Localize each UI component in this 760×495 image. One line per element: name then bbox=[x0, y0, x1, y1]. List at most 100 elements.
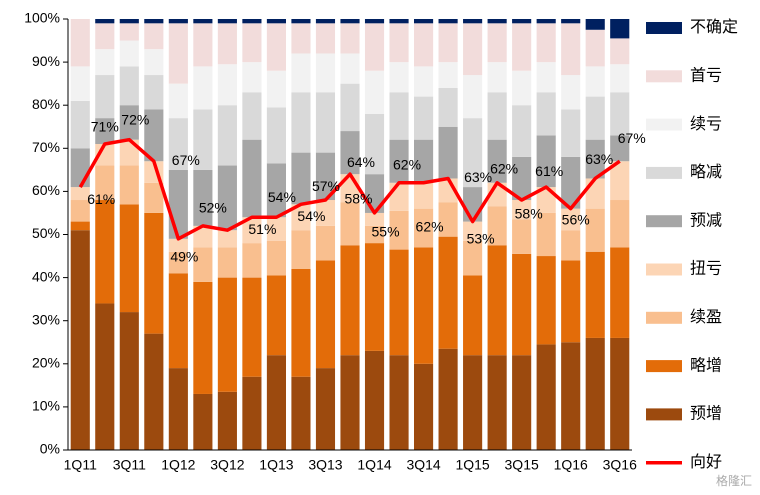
x-tick-label: 1Q15 bbox=[455, 457, 489, 473]
bar-segment bbox=[266, 23, 286, 71]
legend-swatch bbox=[646, 360, 682, 373]
bar-segment bbox=[242, 277, 262, 377]
bar-segment bbox=[536, 23, 556, 63]
bar-segment bbox=[168, 83, 188, 119]
bar-segment bbox=[487, 355, 507, 450]
bar-segment bbox=[144, 75, 164, 110]
bar-segment bbox=[95, 19, 115, 24]
bar-segment bbox=[242, 23, 262, 63]
y-tick-label: 30% bbox=[32, 311, 60, 327]
bar-segment bbox=[585, 208, 605, 252]
bar-segment bbox=[291, 23, 311, 54]
bar-segment bbox=[95, 165, 115, 201]
bar-segment bbox=[536, 212, 556, 257]
bar-segment bbox=[315, 260, 336, 369]
data-label: 62% bbox=[393, 156, 421, 172]
bar-segment bbox=[414, 66, 434, 97]
bar-segment bbox=[585, 337, 605, 450]
bar-segment bbox=[266, 217, 286, 241]
bar-segment bbox=[340, 355, 360, 450]
y-tick-label: 70% bbox=[32, 139, 60, 155]
bar-segment bbox=[438, 62, 458, 88]
bar-segment bbox=[463, 355, 483, 450]
bar-segment bbox=[585, 66, 605, 97]
bar-segment bbox=[291, 376, 311, 450]
bar-segment bbox=[536, 344, 556, 450]
bar-segment bbox=[414, 139, 434, 183]
bar-segment bbox=[315, 19, 336, 24]
legend-swatch bbox=[646, 408, 682, 421]
data-label: 67% bbox=[618, 130, 646, 146]
bar-segment bbox=[463, 118, 483, 188]
bar-segment bbox=[266, 19, 286, 24]
bar-segment bbox=[414, 363, 434, 450]
bar-segment bbox=[561, 109, 581, 157]
bar-segment bbox=[561, 23, 581, 76]
bar-segment bbox=[512, 200, 532, 220]
x-tick-label: 1Q13 bbox=[259, 457, 293, 473]
legend-swatch bbox=[646, 215, 682, 228]
data-label: 53% bbox=[467, 230, 495, 246]
data-label: 55% bbox=[372, 224, 400, 240]
bar-segment bbox=[340, 23, 360, 54]
bar-segment bbox=[144, 49, 164, 76]
bar-segment bbox=[463, 75, 483, 119]
legend-label: 预增 bbox=[690, 405, 722, 423]
bar-segment bbox=[561, 156, 581, 209]
bar-segment bbox=[438, 202, 458, 237]
data-label: 57% bbox=[312, 178, 340, 194]
bar-segment bbox=[315, 152, 336, 201]
bar-segment bbox=[610, 64, 630, 93]
line bbox=[78, 137, 621, 241]
bar-segment bbox=[168, 169, 188, 239]
bar-segment bbox=[168, 238, 188, 252]
bar-segment bbox=[217, 64, 237, 106]
x-tick-label: 3Q15 bbox=[505, 457, 539, 473]
bar-segment bbox=[364, 243, 385, 351]
y-tick-label: 20% bbox=[32, 355, 60, 371]
bar-segment bbox=[463, 275, 483, 356]
data-label: 52% bbox=[199, 200, 227, 216]
bar-segment bbox=[463, 23, 483, 76]
bar-segment bbox=[119, 165, 139, 205]
bar-segment bbox=[585, 251, 605, 338]
bar-segment bbox=[95, 75, 115, 119]
bar-segment bbox=[487, 19, 507, 24]
bar-segment bbox=[119, 312, 139, 450]
bar-segment bbox=[340, 245, 360, 356]
bar-segment bbox=[315, 53, 336, 93]
bar-segment bbox=[438, 236, 458, 349]
bar-segment bbox=[438, 19, 458, 24]
data-label: 67% bbox=[172, 152, 200, 168]
bar-segment bbox=[610, 135, 630, 162]
bar-segment bbox=[217, 391, 237, 450]
bar-segment bbox=[585, 178, 605, 209]
bar-segment bbox=[217, 247, 237, 278]
bar-segment bbox=[364, 23, 385, 71]
bar-segment bbox=[610, 200, 630, 248]
bar-segment bbox=[364, 19, 385, 24]
bar-segment bbox=[193, 19, 213, 24]
bar-segment bbox=[291, 19, 311, 24]
bar-segment bbox=[242, 19, 262, 24]
legend-label: 略减 bbox=[690, 163, 722, 181]
bar-segment bbox=[70, 187, 90, 201]
bar-segment bbox=[340, 19, 360, 24]
bar-segment bbox=[168, 273, 188, 369]
legend-label: 不确定 bbox=[690, 18, 738, 36]
legend-swatch bbox=[646, 166, 682, 179]
bar-segment bbox=[340, 131, 360, 175]
data-label: 58% bbox=[515, 206, 543, 222]
bar-segment bbox=[512, 156, 532, 201]
bar-segment bbox=[291, 268, 311, 377]
legend-swatch bbox=[646, 22, 682, 34]
bar-segment bbox=[561, 208, 581, 231]
bar-segment bbox=[70, 200, 90, 222]
bar-segment bbox=[315, 23, 336, 54]
bar-segment bbox=[291, 53, 311, 93]
bar-segment bbox=[438, 126, 458, 179]
x-tick-label: 3Q11 bbox=[113, 457, 146, 473]
bar-segment bbox=[266, 355, 286, 450]
bar-segment bbox=[144, 19, 164, 24]
